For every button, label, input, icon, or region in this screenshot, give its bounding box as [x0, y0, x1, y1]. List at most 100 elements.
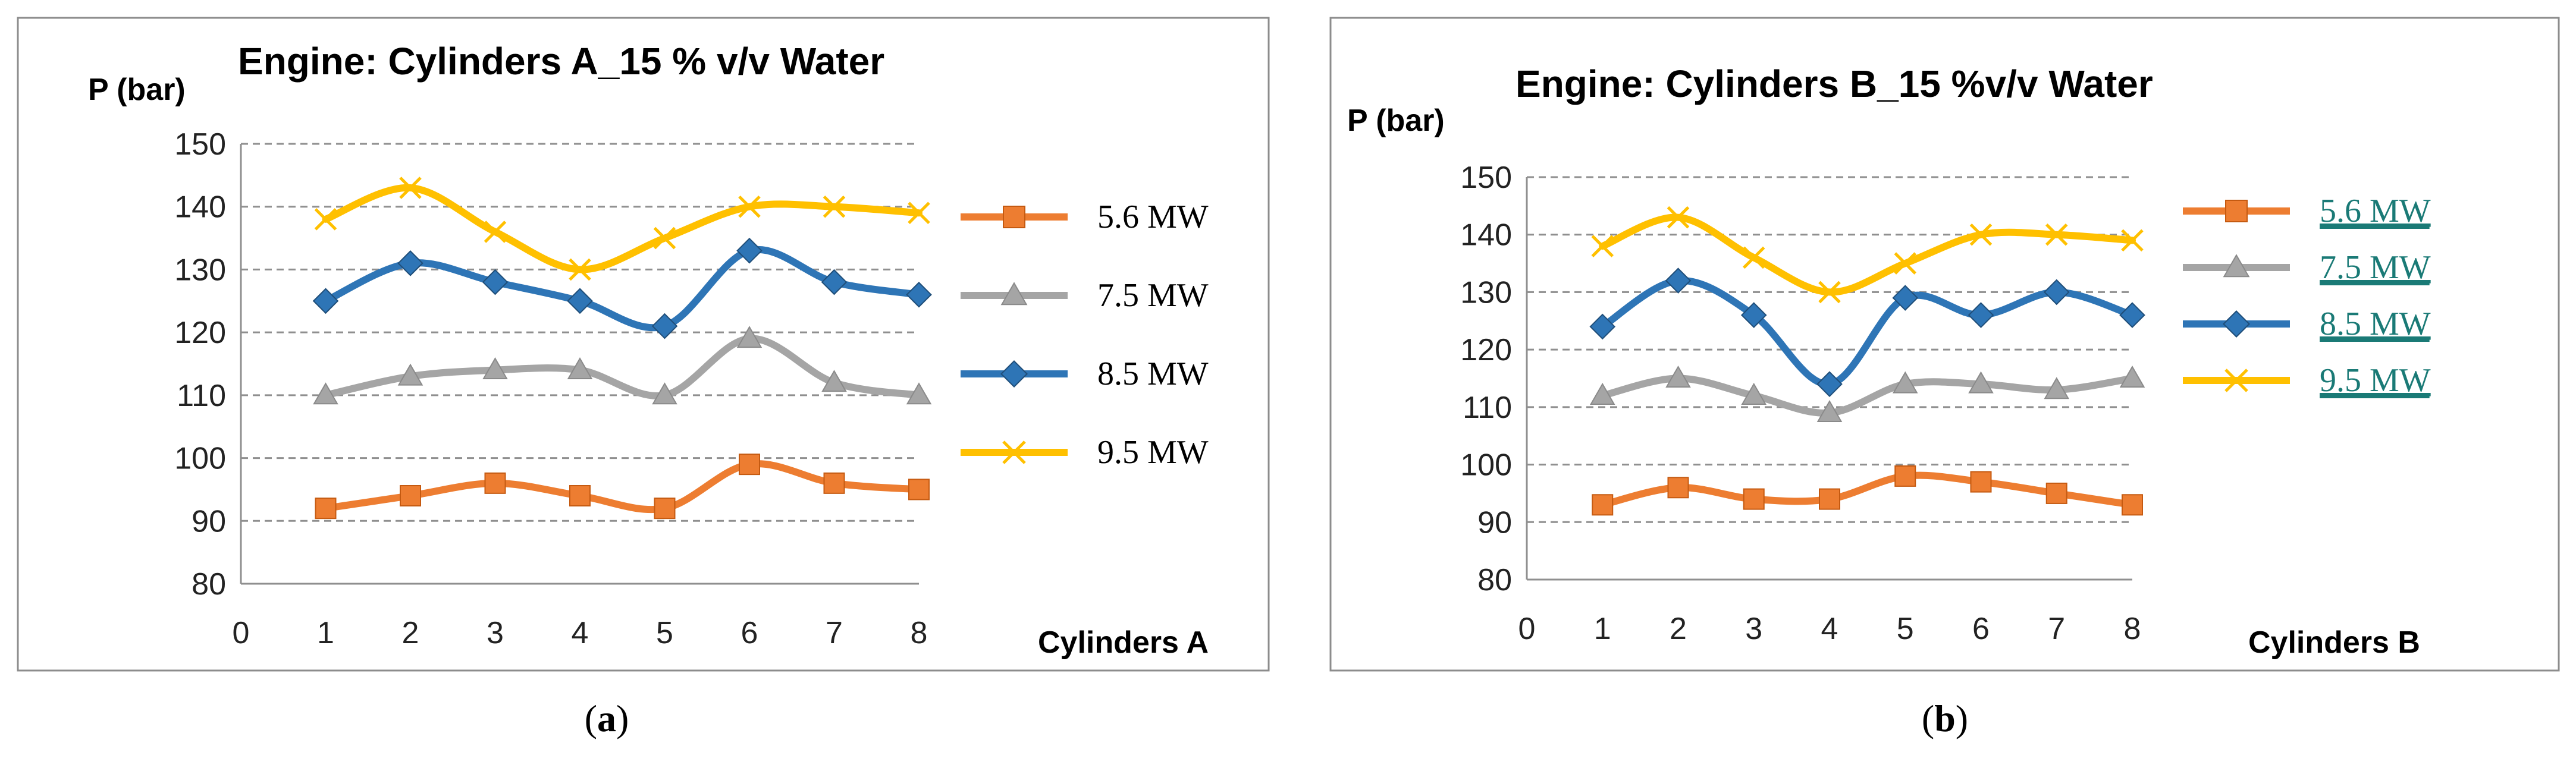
data-point-marker — [397, 250, 423, 276]
data-point-marker — [1894, 465, 1916, 487]
data-point-marker — [1819, 488, 1840, 510]
data-point-marker — [1589, 382, 1615, 405]
caption-letter-a: a — [597, 697, 616, 739]
legend-item: 7.5 MW — [961, 277, 1209, 314]
data-point-marker — [2122, 494, 2143, 516]
x-tick-label: 4 — [1821, 612, 1838, 646]
y-tick-label: 120 — [174, 316, 226, 350]
series-line — [322, 335, 923, 399]
x-tick-label: 5 — [1897, 612, 1914, 646]
data-point-marker — [484, 472, 506, 494]
legend-b: 5.6 MW 7.5 MW 8.5 MW 9.5 MW — [2183, 193, 2431, 399]
legend-label: 8.5 MW — [1097, 355, 1209, 392]
x-tick-label: 8 — [911, 616, 928, 650]
data-point-marker — [567, 357, 593, 380]
data-point-marker — [400, 485, 421, 506]
data-point-marker — [567, 288, 593, 314]
x-tick-label: 8 — [2124, 612, 2141, 646]
y-tick-label: 80 — [192, 567, 226, 602]
y-tick-label: 100 — [1460, 448, 1512, 483]
data-point-marker — [484, 221, 507, 243]
data-point-marker — [908, 479, 930, 501]
data-point-marker — [1667, 206, 1690, 229]
legend-label: 5.6 MW — [2320, 193, 2431, 229]
y-tick-label: 140 — [1460, 218, 1512, 253]
data-point-marker — [2045, 482, 2067, 504]
data-point-marker — [1667, 477, 1689, 499]
y-tick-label: 80 — [1477, 563, 1512, 597]
plot-area-b: 80 90 100 110 120 130 140 150 0 1 2 3 4 5 6 7 8 — [1460, 160, 2145, 646]
data-point-marker — [1742, 246, 1765, 269]
plot-area-a: 80 90 100 110 120 130 140 150 0 1 2 3 4 5 6 7 8 — [174, 127, 932, 650]
legend-swatch-marker — [2224, 369, 2248, 392]
x-tick-label: 1 — [317, 616, 334, 650]
legend-label: 8.5 MW — [2320, 306, 2431, 342]
data-point-marker — [314, 208, 337, 231]
legend-swatch-marker — [1000, 360, 1028, 388]
caption-a: (a) — [585, 697, 629, 739]
chart-panel-b: Engine: Cylinders B_15 %v/v Water P (bar… — [1329, 17, 2560, 672]
x-tick-label: 0 — [233, 616, 250, 650]
legend-swatch-marker — [1000, 282, 1028, 306]
x-tick-label: 6 — [741, 616, 758, 650]
data-point-marker — [1968, 371, 1994, 394]
legend-item: 5.6 MW — [961, 199, 1209, 235]
x-tick-label: 7 — [2048, 612, 2065, 646]
legend-item: 9.5 MW — [961, 434, 1209, 471]
data-point-marker — [1970, 471, 1992, 493]
x-axis-title-a: Cylinders A — [1038, 625, 1209, 660]
data-point-marker — [313, 382, 338, 405]
data-point-marker — [652, 382, 677, 405]
data-point-marker — [651, 313, 678, 339]
series-line — [322, 184, 923, 273]
data-point-marker — [2119, 365, 2145, 388]
data-point-marker — [1816, 371, 1843, 397]
x-tick-label: 5 — [656, 616, 673, 650]
chart-title-b: Engine: Cylinders B_15 %v/v Water — [1516, 62, 2153, 105]
data-point-marker — [654, 498, 676, 520]
data-point-marker — [823, 472, 845, 494]
legend-item: 8.5 MW — [2183, 306, 2431, 342]
data-point-marker — [2043, 279, 2070, 306]
x-tick-label: 6 — [1972, 612, 1990, 646]
legend-swatch-marker — [2222, 310, 2251, 338]
data-point-marker — [1665, 365, 1691, 388]
series-8-5-mw-mw — [312, 237, 932, 339]
x-tick-label: 0 — [1518, 612, 1536, 646]
data-point-marker — [1892, 371, 1918, 394]
data-point-marker — [821, 269, 848, 295]
x-tick-label: 7 — [826, 616, 843, 650]
data-point-marker — [1665, 267, 1692, 294]
data-point-marker — [1894, 252, 1917, 275]
data-point-marker — [482, 269, 509, 295]
y-tick-label: 110 — [177, 379, 226, 413]
y-tick-label: 90 — [1477, 505, 1512, 540]
legend-swatch-marker — [2223, 254, 2250, 278]
data-point-marker — [1743, 488, 1765, 510]
series-8-5-mw-mw — [1589, 267, 2145, 397]
x-tick-label: 2 — [1670, 612, 1687, 646]
data-point-marker — [1591, 235, 1614, 257]
data-point-marker — [1816, 399, 1843, 422]
series-line — [1599, 213, 2136, 296]
series-9-5-mw-mw — [1591, 206, 2144, 304]
y-tick-label: 150 — [174, 127, 226, 162]
data-point-marker — [906, 281, 932, 308]
legend-label: 9.5 MW — [1097, 434, 1209, 471]
y-tick-label: 120 — [1460, 333, 1512, 367]
legend-item: 8.5 MW — [961, 355, 1209, 392]
data-point-marker — [1892, 285, 1919, 311]
series-9-5-mw-mw — [314, 177, 930, 281]
y-axis-title-a: P (bar) — [88, 73, 186, 107]
chart-frame-b — [1329, 17, 2560, 672]
x-tick-label: 2 — [402, 616, 419, 650]
data-point-marker — [1589, 313, 1616, 340]
y-tick-label: 140 — [174, 190, 226, 225]
data-point-marker — [906, 382, 932, 405]
legend-label: 5.6 MW — [1097, 199, 1209, 235]
legend-label: 7.5 MW — [2320, 249, 2431, 286]
legend-swatch-marker — [2225, 200, 2248, 222]
data-point-marker — [2044, 377, 2070, 399]
data-point-marker — [399, 177, 422, 199]
series-7-5-mw-mw — [313, 326, 932, 405]
